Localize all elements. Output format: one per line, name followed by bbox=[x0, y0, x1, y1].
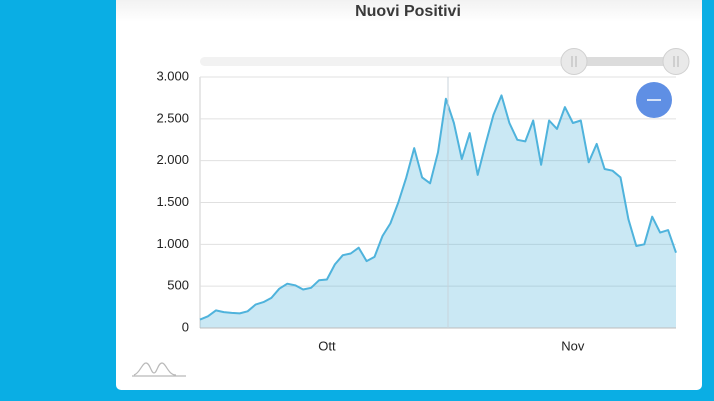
handle-grip bbox=[571, 56, 577, 67]
y-tick-label: 0 bbox=[182, 319, 189, 334]
card bbox=[116, 0, 702, 390]
plot: 0 500 1.000 1.500 2.000 2.500 3.000 Ott Nov bbox=[156, 68, 677, 353]
slider-handle[interactable] bbox=[662, 48, 690, 75]
handle-grip bbox=[673, 56, 679, 67]
x-tick-label: Nov bbox=[561, 338, 585, 353]
y-tick-label: 3.000 bbox=[156, 68, 189, 83]
slider-selection bbox=[574, 57, 676, 66]
line bbox=[199, 94, 677, 321]
y-tick-label: 500 bbox=[167, 278, 189, 293]
zoom-out-button[interactable] bbox=[636, 82, 672, 118]
slider-handle[interactable] bbox=[560, 48, 588, 75]
area bbox=[200, 95, 676, 329]
x-tick-label: Ott bbox=[318, 338, 336, 353]
y-tick-label: 2.000 bbox=[156, 152, 189, 167]
icon-path bbox=[132, 362, 186, 377]
y-tick-label: 1.000 bbox=[156, 236, 189, 251]
slider-track bbox=[200, 57, 676, 66]
y-tick-label: 2.500 bbox=[156, 110, 189, 125]
card-header bbox=[116, 0, 702, 22]
chart-title: Nuovi Positivi bbox=[355, 3, 461, 20]
chart-type-icon[interactable] bbox=[132, 362, 186, 377]
range-slider[interactable] bbox=[200, 48, 690, 75]
y-tick-label: 1.500 bbox=[156, 194, 189, 209]
